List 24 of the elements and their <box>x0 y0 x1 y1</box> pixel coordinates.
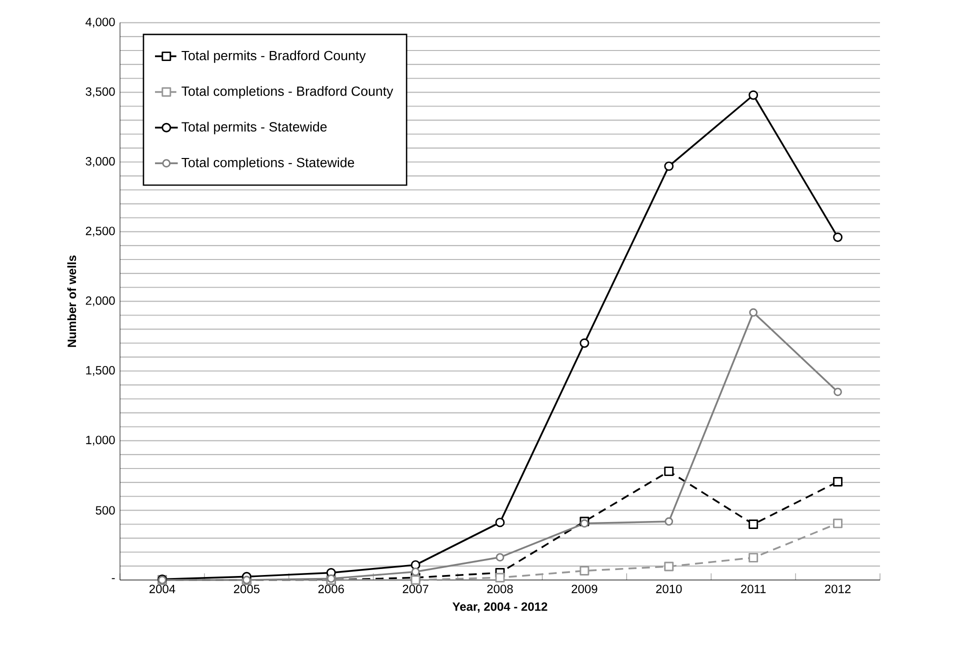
x-tick-label: 2008 <box>487 584 513 594</box>
y-tick-label: - <box>112 578 115 580</box>
x-tick-label: 2006 <box>318 584 344 594</box>
y-tick-label: 1,500 <box>86 366 115 376</box>
y-tick-label: 4,000 <box>86 18 115 28</box>
legend-label: Total completions - Bradford County <box>182 86 394 99</box>
y-tick-label: 2,500 <box>86 226 115 237</box>
y-tick-label: 3,000 <box>86 157 115 168</box>
legend-label: Total permits - Statewide <box>182 122 327 134</box>
y-tick-label: 3,500 <box>86 88 115 98</box>
x-tick-label: 2010 <box>656 584 682 594</box>
x-tick-label: 2004 <box>149 584 176 594</box>
x-tick-label: 2007 <box>402 584 428 594</box>
x-tick-label: 2012 <box>825 584 851 594</box>
x-tick-label: 2009 <box>572 584 598 594</box>
y-tick-label: 500 <box>96 506 115 515</box>
x-tick-label: 2005 <box>234 584 260 594</box>
legend-label: Total completions - Statewide <box>182 158 354 170</box>
y-tick-label: 2,000 <box>86 296 115 306</box>
y-tick-label: 1,000 <box>86 436 115 446</box>
y-axis-title: Number of wells <box>67 256 76 348</box>
x-axis-title: Year, 2004 - 2012 <box>452 602 548 613</box>
legend-label: Total permits - Bradford County <box>182 50 366 64</box>
x-tick-label: 2011 <box>741 584 766 594</box>
